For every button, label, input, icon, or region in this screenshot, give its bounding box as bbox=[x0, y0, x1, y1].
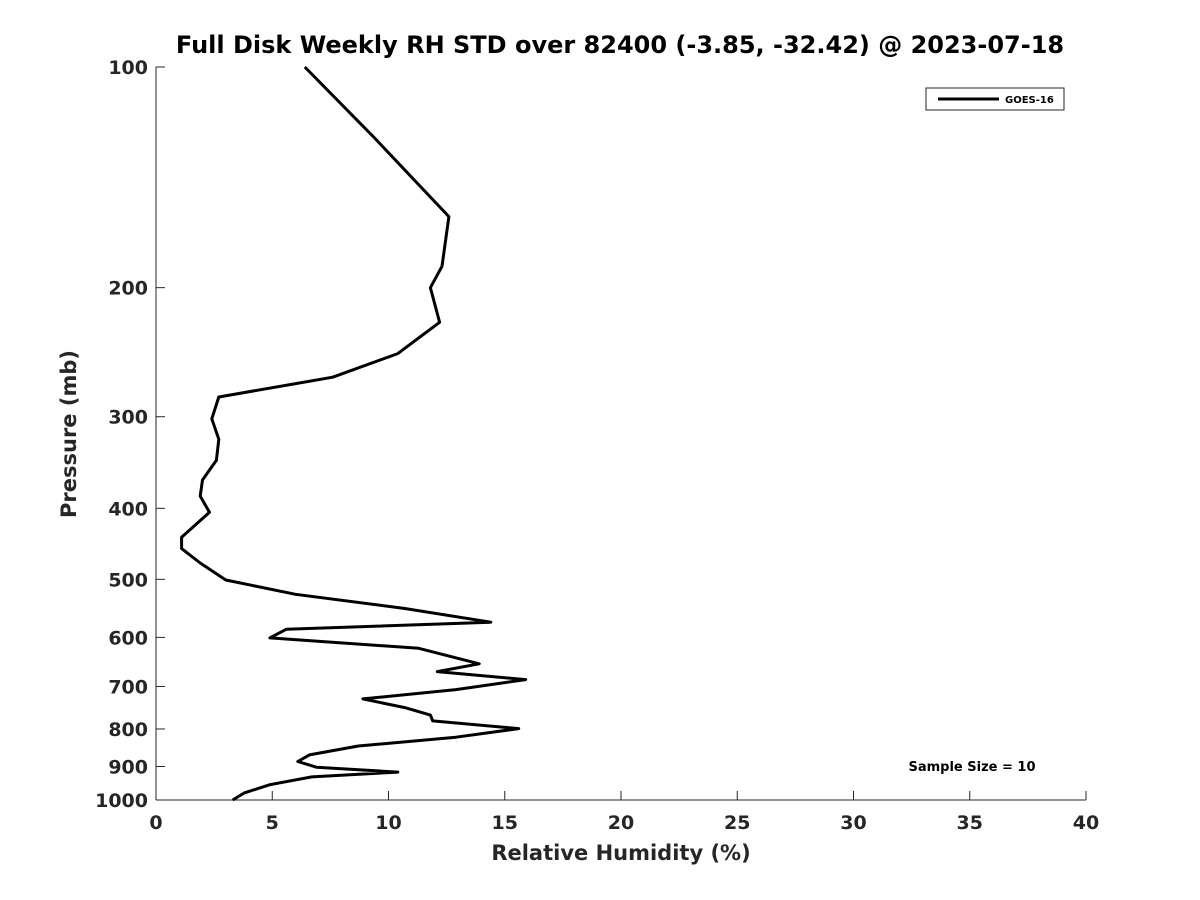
y-tick-label: 500 bbox=[108, 569, 148, 591]
x-tick-label: 5 bbox=[266, 812, 279, 834]
y-tick-label: 1000 bbox=[95, 790, 148, 812]
x-tick-label: 35 bbox=[957, 812, 983, 834]
plot-area bbox=[156, 67, 1086, 800]
y-axis-label: Pressure (mb) bbox=[57, 350, 81, 518]
legend: GOES-16 bbox=[925, 87, 1065, 111]
y-tick-label: 400 bbox=[108, 498, 148, 520]
x-tick-label: 10 bbox=[375, 812, 401, 834]
y-tick-label: 200 bbox=[108, 278, 148, 300]
sample-size-annotation: Sample Size = 10 bbox=[908, 760, 1035, 775]
y-tick-label: 600 bbox=[108, 627, 148, 649]
x-tick-label: 25 bbox=[724, 812, 750, 834]
x-tick-label: 0 bbox=[149, 812, 162, 834]
y-tick-label: 900 bbox=[108, 756, 148, 778]
legend-label-goes-16: GOES-16 bbox=[1005, 95, 1054, 106]
y-tick-label: 700 bbox=[108, 676, 148, 698]
series-line-goes-16 bbox=[180, 65, 528, 802]
y-tick-label: 300 bbox=[108, 407, 148, 429]
x-tick-label: 40 bbox=[1073, 812, 1099, 834]
x-axis-ticks: 0 5 10 15 20 25 30 35 40 bbox=[149, 791, 1099, 834]
x-tick-label: 20 bbox=[608, 812, 634, 834]
y-tick-label: 800 bbox=[108, 719, 148, 741]
x-tick-label: 15 bbox=[492, 812, 518, 834]
x-axis-label: Relative Humidity (%) bbox=[491, 841, 750, 865]
y-tick-label: 100 bbox=[108, 57, 148, 79]
y-axis-ticks: 100 200 300 400 500 600 700 800 900 1000 bbox=[95, 57, 165, 812]
chart-title: Full Disk Weekly RH STD over 82400 (-3.8… bbox=[176, 31, 1064, 59]
x-tick-label: 30 bbox=[840, 812, 866, 834]
